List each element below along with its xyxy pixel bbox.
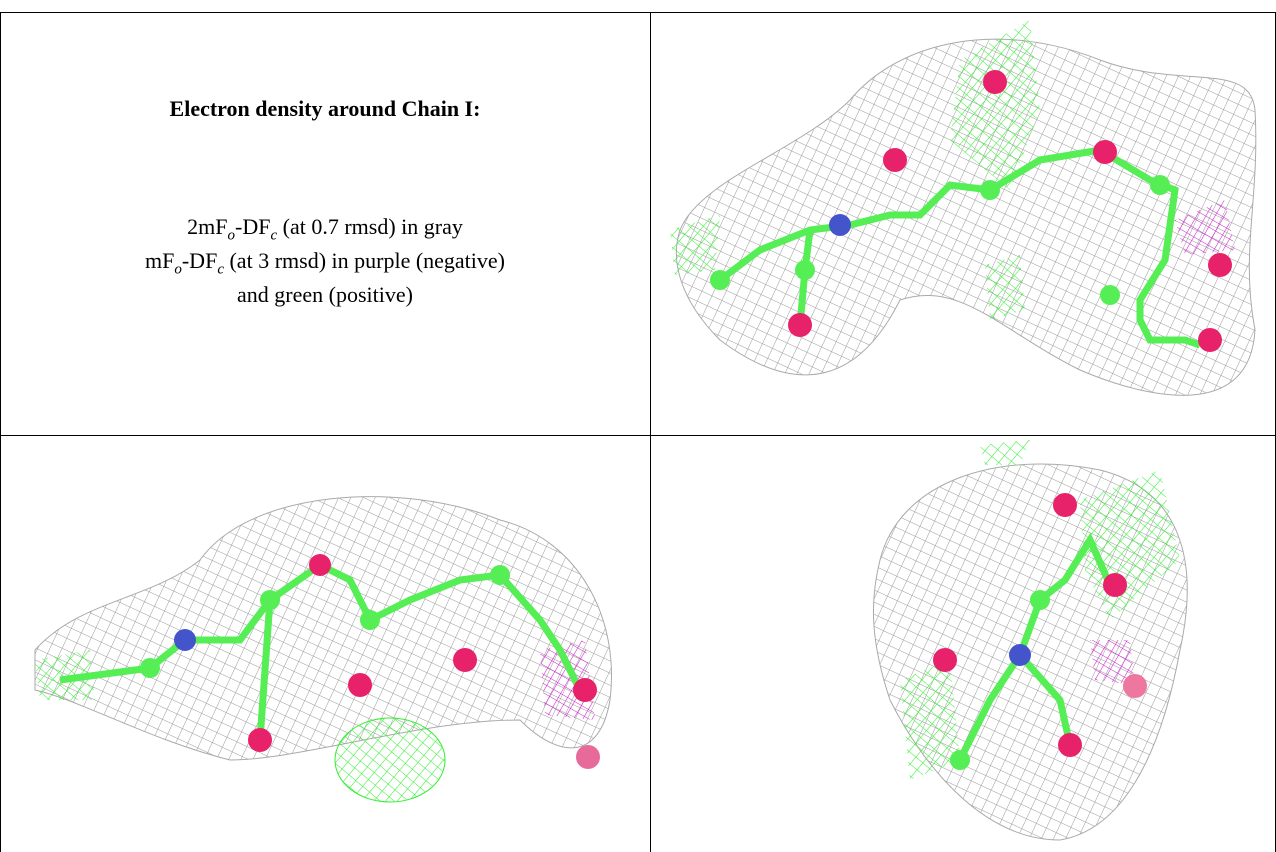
atom <box>576 745 600 769</box>
atom <box>248 728 272 752</box>
atom <box>795 260 815 280</box>
subscript: c <box>270 227 278 244</box>
density-view-3 <box>872 440 1188 841</box>
green-mesh <box>985 255 1025 320</box>
atom <box>348 673 372 697</box>
atom <box>260 590 280 610</box>
atom <box>1198 328 1222 352</box>
caption-line: mFo-DFc (at 3 rmsd) in purple (negative) <box>0 248 650 278</box>
subscript: o <box>227 227 236 244</box>
gray-mesh <box>675 38 1257 396</box>
atom <box>1030 590 1050 610</box>
atom <box>573 678 597 702</box>
atom <box>453 648 477 672</box>
green-mesh <box>950 20 1040 190</box>
caption-text: (at 3 rmsd) in purple (negative) <box>223 248 505 273</box>
density-view-1 <box>670 20 1257 396</box>
green-mesh <box>334 717 446 803</box>
green-mesh <box>35 650 95 700</box>
caption-text: (at 0.7 rmsd) in gray <box>277 214 463 239</box>
atom <box>950 750 970 770</box>
green-mesh <box>670 215 720 275</box>
green-mesh <box>980 440 1030 465</box>
caption-title: Electron density around Chain I: <box>169 96 481 121</box>
caption-line: and green (positive) <box>0 282 650 308</box>
atom <box>309 554 331 576</box>
atom <box>1100 285 1120 305</box>
atom <box>1053 493 1077 517</box>
atom <box>983 70 1007 94</box>
caption-text: 2mF <box>187 214 228 239</box>
atom <box>1123 674 1147 698</box>
atom <box>1150 175 1170 195</box>
molecule-stick <box>256 599 274 741</box>
green-mesh <box>900 660 960 780</box>
atom <box>1093 140 1117 164</box>
caption-line: 2mFo-DFc (at 0.7 rmsd) in gray <box>0 214 650 244</box>
atom <box>140 658 160 678</box>
subscript: o <box>174 261 182 278</box>
atom <box>883 148 907 172</box>
atom <box>980 180 1000 200</box>
purple-mesh <box>1090 640 1135 685</box>
atom <box>1103 573 1127 597</box>
atom <box>490 565 510 585</box>
caption-text: -DF <box>181 248 218 273</box>
atom <box>933 648 957 672</box>
atom <box>1208 253 1232 277</box>
caption-text: and green (positive) <box>237 282 413 307</box>
atom <box>1009 644 1031 666</box>
atom <box>174 629 196 651</box>
gray-mesh <box>34 496 612 761</box>
atom <box>710 270 730 290</box>
atom <box>360 610 380 630</box>
atom <box>1058 733 1082 757</box>
density-view-2 <box>34 496 612 803</box>
caption-text: mF <box>145 248 175 273</box>
subscript: c <box>217 261 224 278</box>
atom <box>829 214 851 236</box>
molecule-stick <box>1017 652 1074 746</box>
atom <box>788 313 812 337</box>
purple-mesh <box>1175 200 1235 255</box>
caption-text: -DF <box>235 214 271 239</box>
